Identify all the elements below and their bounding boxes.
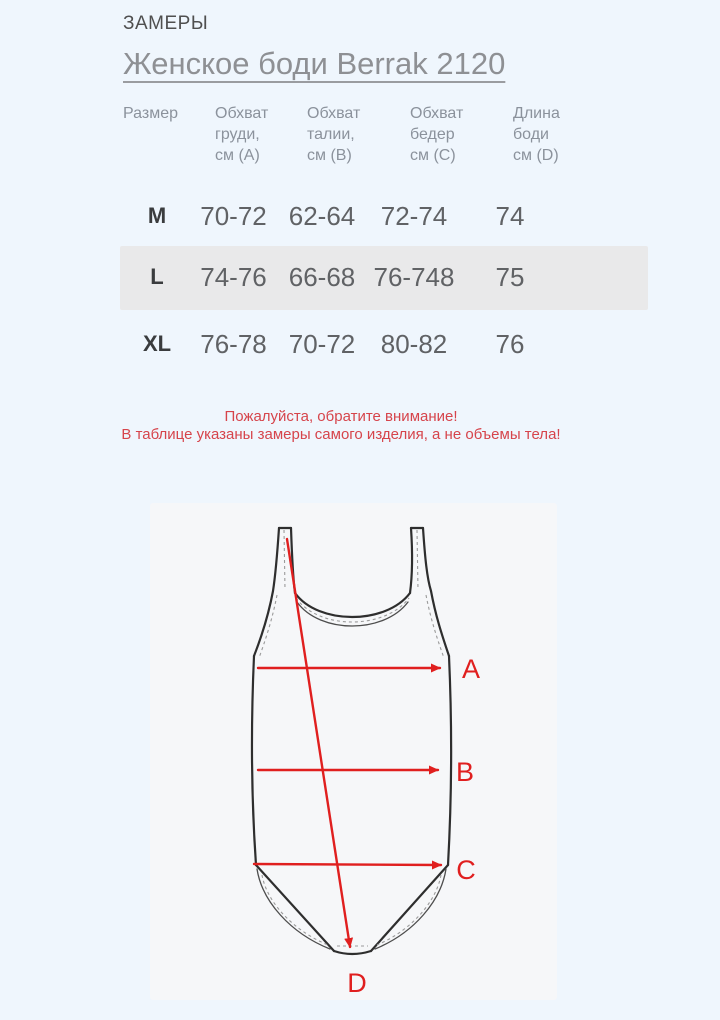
measure-label-c: C (456, 855, 476, 885)
table-header-size: Размер (123, 105, 178, 122)
size-cell: L (150, 264, 164, 289)
measurement-card: A B C D (150, 503, 557, 1000)
attention-note: Пожалуйста, обратите внимание! В таблице… (0, 408, 682, 444)
table-header-waist: Обхват талии, см (B) (307, 105, 361, 164)
size-cell: XL (142, 331, 172, 356)
hips-cell: 72-74 (380, 200, 448, 231)
table-header-hips: Обхват бедер см (C) (410, 105, 464, 164)
note-line-2: В таблице указаны замеры самого изделия,… (121, 426, 561, 443)
highlighted-row-band (120, 246, 648, 310)
measure-label-d: D (347, 968, 367, 998)
measure-label-a: A (462, 654, 480, 684)
length-cell: 74 (495, 200, 525, 231)
product-title: Женское боди Berrak 2120 (123, 46, 506, 81)
table-header-chest: Обхват груди, см (A) (215, 105, 269, 164)
measurement-lines (252, 537, 443, 949)
bodysuit-outline (250, 526, 453, 956)
size-cell: M (147, 203, 167, 228)
chest-cell: 76-78 (200, 328, 267, 359)
table-row-xl: XL 76-78 70-72 80-82 76 (123, 314, 560, 374)
table-header-length: Длина боди см (D) (513, 105, 560, 164)
waist-cell: 66-68 (288, 261, 356, 292)
stitch-lines (258, 529, 445, 947)
hips-cell: 80-82 (380, 328, 448, 359)
table-row-m: M 70-72 62-64 72-74 74 (123, 186, 560, 246)
waist-cell: 70-72 (288, 328, 356, 359)
chest-cell: 74-76 (200, 261, 267, 292)
measurement-labels: A B C D (347, 654, 480, 998)
measure-label-b: B (456, 757, 474, 787)
waist-cell: 62-64 (288, 200, 356, 231)
bodysuit-diagram: A B C D (250, 526, 480, 998)
hips-cell: 76-748 (373, 261, 455, 292)
length-cell: 75 (495, 261, 525, 292)
measure-line-d (285, 537, 354, 949)
measure-line-c (252, 860, 443, 870)
table-row-l: L 74-76 66-68 76-748 75 (123, 247, 560, 307)
note-line-1: Пожалуйста, обратите внимание! (224, 408, 458, 425)
page-kicker: ЗАМЕРЫ (123, 13, 209, 34)
chest-cell: 70-72 (200, 200, 267, 231)
length-cell: 76 (495, 328, 525, 359)
